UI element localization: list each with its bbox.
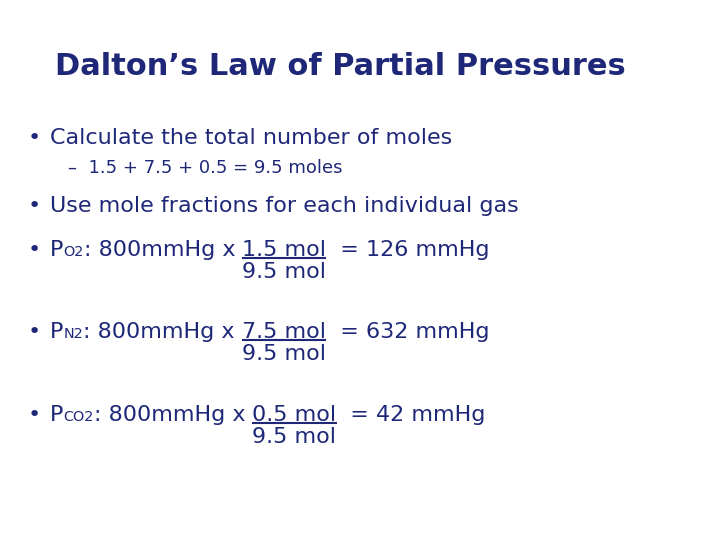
Text: = 42 mmHg: = 42 mmHg — [336, 405, 486, 425]
Text: •: • — [28, 322, 41, 342]
Text: = 126 mmHg: = 126 mmHg — [326, 240, 490, 260]
Text: : 800mmHg x: : 800mmHg x — [94, 405, 253, 425]
Text: •: • — [28, 240, 41, 260]
Text: Calculate the total number of moles: Calculate the total number of moles — [50, 128, 452, 148]
Text: P: P — [50, 240, 63, 260]
Text: •: • — [28, 128, 41, 148]
Text: CO2: CO2 — [63, 410, 94, 424]
Text: 1.5 mol: 1.5 mol — [243, 240, 326, 260]
Text: N2: N2 — [63, 327, 83, 341]
Text: P: P — [50, 322, 63, 342]
Text: 0.5 mol: 0.5 mol — [253, 405, 336, 425]
Text: 9.5 mol: 9.5 mol — [253, 427, 336, 447]
Text: 9.5 mol: 9.5 mol — [242, 344, 325, 364]
Text: = 632 mmHg: = 632 mmHg — [325, 322, 490, 342]
Text: 9.5 mol: 9.5 mol — [243, 262, 326, 282]
Text: : 800mmHg x: : 800mmHg x — [84, 240, 243, 260]
Text: P: P — [50, 405, 63, 425]
Text: •: • — [28, 196, 41, 216]
Text: Use mole fractions for each individual gas: Use mole fractions for each individual g… — [50, 196, 518, 216]
Text: •: • — [28, 405, 41, 425]
Text: O2: O2 — [63, 245, 84, 259]
Text: 7.5 mol: 7.5 mol — [242, 322, 325, 342]
Text: –  1.5 + 7.5 + 0.5 = 9.5 moles: – 1.5 + 7.5 + 0.5 = 9.5 moles — [68, 159, 343, 177]
Text: Dalton’s Law of Partial Pressures: Dalton’s Law of Partial Pressures — [55, 52, 626, 81]
Text: : 800mmHg x: : 800mmHg x — [83, 322, 242, 342]
